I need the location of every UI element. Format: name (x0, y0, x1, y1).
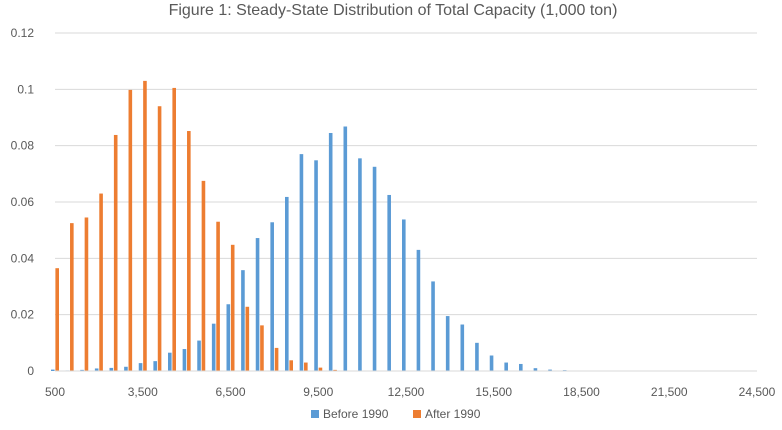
x-tick-label: 15,500 (475, 385, 512, 399)
bar-before-1990 (358, 158, 362, 371)
x-tick-label: 12,500 (388, 385, 425, 399)
bar-after-1990 (113, 134, 118, 371)
bar-before-1990 (153, 361, 157, 371)
bar-after-1990 (216, 221, 220, 371)
bar-before-1990 (138, 363, 143, 371)
x-tick-label: 24,500 (739, 385, 776, 399)
bar-before-1990 (94, 368, 99, 371)
bar-before-1990 (504, 362, 508, 371)
legend: Before 1990 After 1990 (311, 407, 481, 421)
x-tick-label: 21,500 (651, 385, 688, 399)
bar-before-1990 (182, 349, 187, 371)
bar-before-1990 (489, 355, 494, 371)
bar-before-1990 (402, 219, 406, 371)
chart-title: Figure 1: Steady-State Distribution of T… (169, 2, 618, 19)
bar-before-1990 (372, 166, 377, 371)
bar-before-1990 (241, 270, 245, 371)
bar-after-1990 (230, 244, 235, 371)
y-tick-label: 0 (27, 364, 34, 378)
bar-before-1990 (519, 363, 523, 371)
bar-before-1990 (475, 342, 479, 371)
bar-before-1990 (124, 366, 128, 371)
x-tick-label: 9,500 (303, 385, 333, 399)
y-tick-label: 0.08 (11, 139, 35, 153)
bar-after-1990 (99, 193, 103, 371)
bar-after-1990 (201, 180, 206, 371)
bar-before-1990 (299, 154, 304, 371)
legend-label: Before 1990 (323, 407, 389, 421)
bar-after-1990 (304, 362, 308, 371)
bar-after-1990 (289, 360, 293, 371)
bar-after-1990 (260, 325, 264, 371)
bar-after-1990 (157, 106, 162, 371)
legend-swatch (311, 410, 319, 418)
bar-after-1990 (55, 268, 59, 371)
bar-before-1990 (548, 369, 552, 371)
x-tick-label: 3,500 (128, 385, 158, 399)
bar-before-1990 (328, 132, 333, 371)
x-tick-label: 18,500 (563, 385, 600, 399)
bar-before-1990 (460, 324, 465, 371)
bar-before-1990 (226, 304, 231, 371)
y-tick-label: 0.1 (17, 82, 34, 96)
bar-before-1990 (285, 196, 289, 371)
bar-after-1990 (245, 306, 250, 371)
bar-after-1990 (143, 80, 147, 371)
y-tick-label: 0.12 (11, 26, 35, 40)
y-tick-label: 0.02 (11, 308, 35, 322)
bar-before-1990 (211, 323, 216, 371)
y-tick-label: 0.04 (11, 251, 35, 265)
bar-after-1990 (333, 369, 337, 371)
y-tick-label: 0.06 (11, 195, 35, 209)
bar-before-1990 (343, 126, 348, 371)
bar-before-1990 (416, 249, 421, 371)
bar-before-1990 (445, 316, 450, 371)
bar-before-1990 (109, 367, 114, 371)
bar-before-1990 (197, 340, 201, 371)
bar-before-1990 (431, 281, 435, 371)
bar-after-1990 (128, 89, 133, 372)
bar-before-1990 (270, 222, 274, 371)
x-tick-label: 6,500 (215, 385, 245, 399)
bar-before-1990 (533, 368, 538, 371)
bar-before-1990 (314, 160, 318, 371)
x-tick-label: 500 (45, 385, 65, 399)
bar-after-1990 (172, 87, 176, 372)
bar-after-1990 (274, 347, 279, 371)
bars (51, 80, 596, 372)
gridlines (55, 32, 757, 316)
legend-swatch (413, 410, 421, 418)
bar-after-1990 (84, 217, 89, 371)
bar-after-1990 (187, 131, 191, 371)
bar-after-1990 (318, 367, 323, 371)
bar-before-1990 (168, 352, 172, 371)
bar-before-1990 (80, 369, 84, 371)
axes: 0 0.02 0.04 0.06 0.08 0.1 0.12 500 3,500 6,500 9,5… (11, 26, 776, 399)
bar-before-1990 (255, 238, 260, 371)
bar-before-1990 (387, 194, 391, 371)
bar-before-1990 (51, 369, 55, 371)
legend-label: After 1990 (425, 407, 481, 421)
bar-after-1990 (70, 223, 74, 372)
